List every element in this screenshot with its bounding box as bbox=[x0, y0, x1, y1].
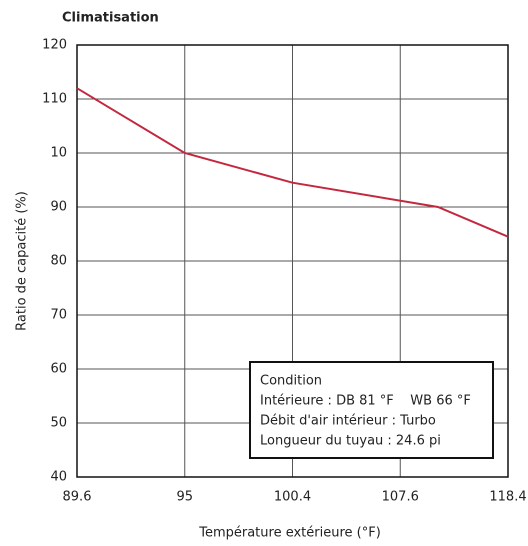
data-line bbox=[76, 87, 509, 238]
annotation-text: Longueur du tuyau : 24.6 pi bbox=[260, 434, 441, 449]
annotation-text: Débit d'air intérieur : Turbo bbox=[260, 414, 436, 429]
annotation-box bbox=[249, 361, 494, 459]
y-tick-label: 90 bbox=[50, 200, 67, 215]
y-tick-label: 40 bbox=[50, 470, 67, 485]
y-tick-label: 70 bbox=[50, 308, 67, 323]
x-tick-label: 107.6 bbox=[382, 490, 419, 505]
y-tick-label: 10 bbox=[50, 146, 67, 161]
annotation-text: Intérieure : DB 81 °F WB 66 °F bbox=[260, 394, 471, 409]
x-tick-label: 100.4 bbox=[274, 490, 311, 505]
x-tick-label: 89.6 bbox=[63, 490, 92, 505]
y-tick-label: 80 bbox=[50, 254, 67, 269]
y-tick-label: 60 bbox=[50, 362, 67, 377]
chart-title: Climatisation bbox=[62, 11, 159, 26]
y-axis-label: Ratio de capacité (%) bbox=[15, 191, 30, 331]
y-tick-label: 110 bbox=[42, 92, 67, 107]
y-tick-label: 120 bbox=[42, 38, 67, 53]
y-tick-label: 50 bbox=[50, 416, 67, 431]
x-tick-label: 118.4 bbox=[489, 490, 526, 505]
x-tick-label: 95 bbox=[176, 490, 193, 505]
x-axis-label: Température extérieure (°F) bbox=[198, 526, 381, 541]
plot-frame bbox=[76, 44, 509, 478]
annotation-text: Condition bbox=[260, 374, 322, 389]
